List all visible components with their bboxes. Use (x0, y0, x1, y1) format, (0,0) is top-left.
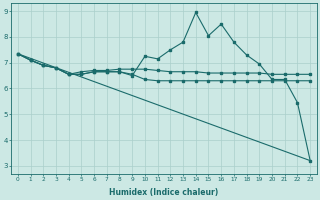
X-axis label: Humidex (Indice chaleur): Humidex (Indice chaleur) (109, 188, 219, 197)
